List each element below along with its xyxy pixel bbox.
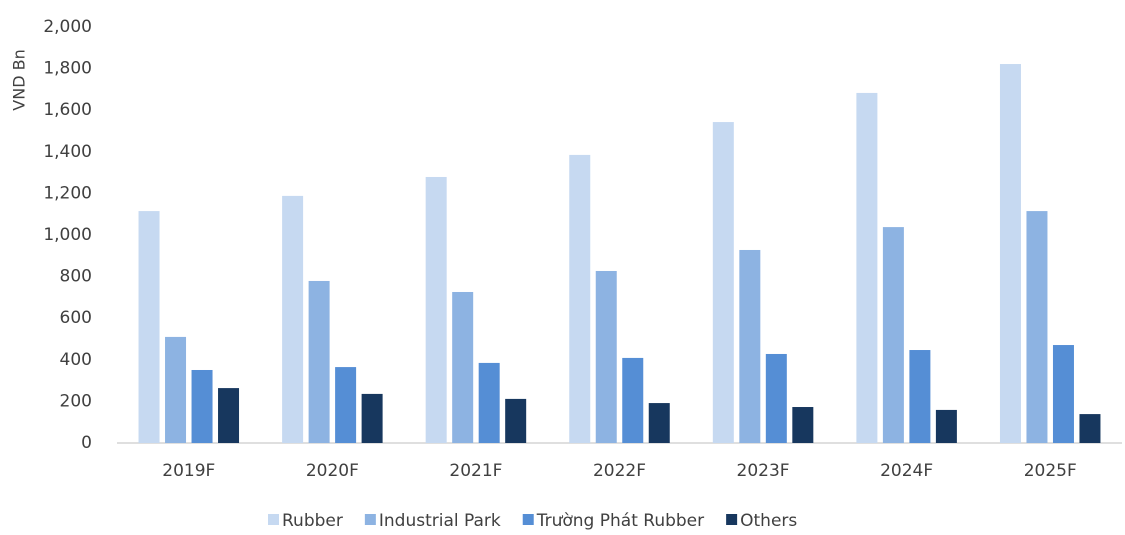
y-axis-label: VND Bn — [10, 49, 29, 110]
bar — [452, 292, 473, 443]
legend-swatch — [726, 514, 737, 525]
bar — [766, 354, 787, 443]
x-tick-label: 2025F — [1024, 461, 1077, 481]
bar — [218, 388, 239, 443]
legend-swatch — [523, 514, 534, 525]
bar — [362, 394, 383, 443]
x-tick-label: 2022F — [593, 461, 646, 481]
bar — [139, 211, 160, 443]
y-tick-label: 200 — [60, 391, 92, 411]
y-tick-label: 800 — [60, 267, 92, 287]
y-tick-label: 2,000 — [43, 17, 92, 37]
x-tick-label: 2021F — [449, 461, 502, 481]
legend-label: Others — [740, 511, 797, 531]
x-tick-label: 2023F — [737, 461, 790, 481]
legend-swatch — [365, 514, 376, 525]
bar — [309, 281, 330, 443]
bar — [479, 363, 500, 443]
y-tick-label: 600 — [60, 308, 92, 328]
x-tick-label: 2020F — [306, 461, 359, 481]
bar — [1000, 64, 1021, 443]
bar — [165, 337, 186, 443]
y-tick-label: 1,800 — [43, 59, 92, 79]
y-tick-label: 1,400 — [43, 142, 92, 162]
bar — [649, 403, 670, 443]
x-tick-label: 2019F — [162, 461, 215, 481]
bar — [282, 196, 303, 443]
bar — [192, 370, 213, 443]
bar — [426, 177, 447, 443]
bar — [739, 250, 760, 443]
bar — [505, 399, 526, 443]
bar — [1079, 414, 1100, 443]
bar — [622, 358, 643, 443]
bar — [883, 227, 904, 443]
y-tick-label: 1,200 — [43, 183, 92, 203]
legend-label: Rubber — [282, 511, 343, 531]
bar — [909, 350, 930, 443]
bar — [569, 155, 590, 443]
y-tick-label: 1,000 — [43, 225, 92, 245]
bar — [596, 271, 617, 443]
bar — [856, 93, 877, 443]
bar — [936, 410, 957, 443]
bar — [1053, 345, 1074, 443]
legend-swatch — [268, 514, 279, 525]
y-tick-label: 400 — [60, 350, 92, 370]
bar — [792, 407, 813, 443]
x-tick-label: 2024F — [880, 461, 933, 481]
y-tick-label: 0 — [81, 433, 92, 453]
bar — [713, 122, 734, 443]
y-tick-label: 1,600 — [43, 100, 92, 120]
bar — [335, 367, 356, 443]
legend-label: Trường Phát Rubber — [536, 511, 704, 531]
bar — [1026, 211, 1047, 443]
legend-label: Industrial Park — [379, 511, 501, 531]
chart: VND Bn 0 200 400 600 800 1,000 1,200 1,400 1,600… — [0, 0, 1125, 531]
